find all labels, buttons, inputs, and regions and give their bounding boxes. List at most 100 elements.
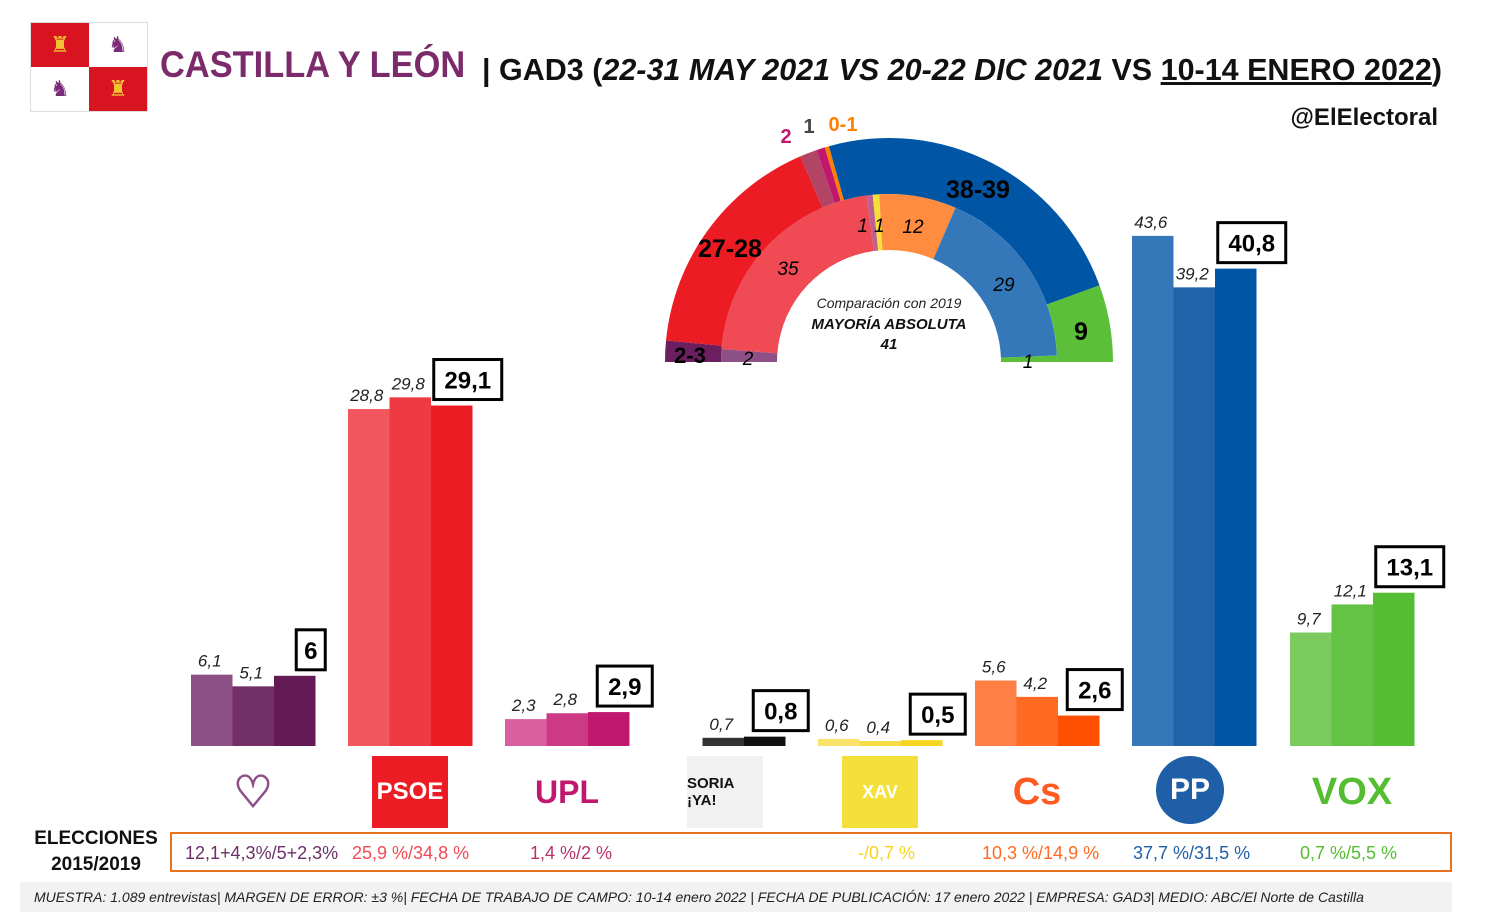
bar [975,680,1017,746]
election-result: 1,4 %/2 % [530,843,613,863]
bar [274,675,316,746]
bar [389,397,431,746]
bar-group: 5,6 4,2 2,6 [975,657,1124,746]
bar [1290,632,1332,746]
data-label: 43,6 [1134,213,1168,232]
data-label: 0,7 [709,715,733,734]
data-label: 39,2 [1176,264,1210,283]
methodology-footer: MUESTRA: 1.089 entrevistas| MARGEN DE ER… [20,882,1452,912]
data-label: 5,6 [982,657,1006,676]
bar [505,719,547,746]
data-label-box [1065,668,1124,712]
seat-label: 27-28 [698,235,762,263]
data-label-box [432,358,504,402]
data-label: 2,3 [511,696,536,715]
party-logo-upl: UPL [529,756,605,828]
elections-results-box [170,832,1452,872]
seat-segment [824,146,844,202]
seat-label: 1 [874,216,885,237]
elections-label-line1: ELECCIONES [34,828,158,849]
data-label-current: 29,1 [444,368,491,395]
data-label: 28,8 [349,386,384,405]
bar [1132,235,1174,746]
bar [546,713,588,746]
lion-icon: ♞ [89,23,147,67]
data-label-box [908,692,967,736]
bar-group: 9,7 12,1 13,1 [1290,545,1446,746]
data-label: 0,4 [866,718,890,737]
data-label: 5,1 [239,663,263,682]
bar-group: 43,6 39,2 40,8 [1132,213,1288,746]
data-label: 4,2 [1023,674,1047,693]
bar [901,740,943,746]
bar [859,741,901,746]
bar [191,674,233,746]
seat-segment [879,194,956,260]
seat-segment [721,195,874,354]
region-title: CASTILLA Y LEÓN [160,44,466,85]
elections-label-line2: 2015/2019 [51,854,141,875]
party-logo-vox: VOX [1312,756,1392,828]
seat-label: 35 [777,259,799,280]
elections-label: ELECCIONES 2015/2019 [30,826,162,878]
election-result: 12,1+4,3%/5+2,3% [185,843,339,863]
bar [1016,696,1058,746]
data-label: 12,1 [1334,581,1367,600]
seat-segment [866,194,879,252]
castle-icon: ♜ [89,67,147,111]
data-label: 9,7 [1297,610,1321,629]
seat-segment [665,340,722,362]
bar-group: 6,1 5,1 6 [191,628,327,746]
vs: VS [1102,52,1161,87]
seat-label: 0-1 [829,114,858,136]
seat-label: 2 [780,126,791,148]
seat-label: 12 [902,217,924,238]
heart-icon: ♡ [215,756,291,828]
author-handle: @ElElectoral [1290,104,1438,131]
data-label: 29,8 [391,374,426,393]
current-date: 10-14 ENERO 2022 [1160,52,1432,87]
seat-label: 9 [1074,318,1088,346]
seat-segment [828,138,1100,305]
data-label-box [1216,221,1288,265]
bar-group: 0,6 0,4 0,5 [818,692,967,746]
seat-label: 1 [803,116,814,138]
bar [1373,592,1415,746]
data-label-current: 0,8 [764,699,797,726]
election-result: 25,9 %/34,8 % [352,843,470,863]
data-label: 6,1 [198,652,222,671]
seat-segment [1046,285,1113,362]
bar-group: 2,3 2,8 2,9 [505,664,654,746]
center-caption: Comparación con 2019 [817,295,962,311]
seat-label: 1 [857,216,868,237]
party-logo-psoe: PSOE [372,756,448,828]
bar-group: 0,7 0,8 [702,689,810,746]
data-label-current: 13,1 [1386,555,1433,582]
bar [702,737,744,746]
election-result: 0,7 %/5,5 % [1300,843,1398,863]
data-label-current: 6 [304,638,317,665]
seat-segment [800,150,835,208]
data-label-box [294,628,327,672]
majority-label: MAYORÍA ABSOLUTA [812,316,967,333]
seat-label: 2-3 [674,343,706,368]
lion-icon: ♞ [31,67,89,111]
bar-group: 28,8 29,8 29,1 [348,358,504,746]
bar [1331,604,1373,746]
party-logo-cs: Cs [999,756,1075,828]
seat-segment [816,147,841,204]
seat-label: 29 [992,275,1015,296]
data-label: 2,8 [552,690,577,709]
bar [1215,268,1257,746]
outer-ring [665,138,1113,362]
election-result: -/0,7 % [858,843,916,863]
data-label-current: 2,6 [1078,678,1111,705]
data-label-current: 40,8 [1228,231,1275,258]
election-result: 37,7 %/31,5 % [1133,843,1251,863]
bar [1173,287,1215,746]
seat-segment [872,194,883,251]
data-label-current: 2,9 [608,674,641,701]
seat-label: 1 [1023,352,1034,373]
castle-icon: ♜ [31,23,89,67]
